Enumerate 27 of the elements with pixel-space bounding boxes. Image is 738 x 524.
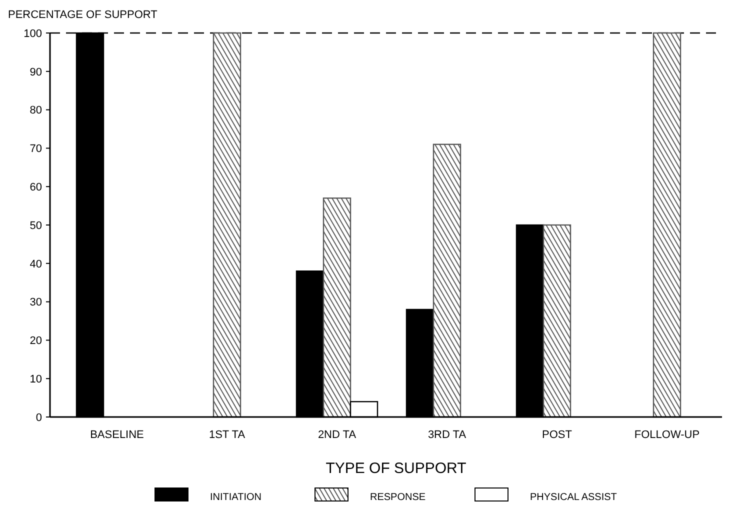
- x-tick-label: 3RD TA: [428, 429, 467, 441]
- y-tick-label: 30: [30, 296, 42, 309]
- x-tick-label: 2ND TA: [318, 429, 357, 441]
- x-axis-title: TYPE OF SUPPORT: [326, 460, 466, 477]
- y-tick-label: 10: [30, 373, 42, 386]
- bar: [652, 32, 682, 418]
- x-tick-label: 1ST TA: [208, 429, 246, 441]
- y-tick-label: 60: [30, 181, 42, 194]
- y-tick-label: 50: [30, 220, 42, 232]
- bar: [542, 224, 572, 418]
- y-tick-label: 0: [36, 412, 42, 424]
- x-tick-label: BASELINE: [90, 429, 144, 441]
- x-tick-label: POST: [542, 429, 572, 441]
- bar: [212, 32, 242, 418]
- y-tick-label: 80: [30, 104, 42, 117]
- y-tick-label: 100: [24, 28, 42, 40]
- bar: [432, 144, 462, 418]
- legend-label: INITIATION: [210, 492, 262, 503]
- y-axis-title: PERCENTAGE OF SUPPORT: [8, 9, 158, 21]
- legend-label: RESPONSE: [370, 492, 426, 503]
- y-tick-label: 40: [30, 258, 42, 270]
- x-tick-label: FOLLOW-UP: [634, 429, 700, 441]
- y-tick-label: 20: [30, 335, 42, 348]
- y-tick-label: 90: [30, 66, 42, 78]
- y-tick-label: 70: [30, 143, 42, 156]
- legend-label: PHYSICAL ASSIST: [530, 492, 617, 503]
- bar: [322, 198, 352, 418]
